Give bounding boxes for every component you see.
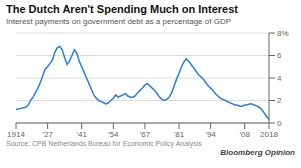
svg-text:'94: '94 (205, 130, 216, 139)
svg-text:0: 0 (277, 119, 282, 128)
svg-text:8%: 8% (277, 29, 289, 38)
svg-text:4: 4 (277, 74, 282, 83)
svg-text:'81: '81 (174, 130, 185, 139)
svg-text:'54: '54 (108, 130, 119, 139)
svg-text:'41: '41 (76, 130, 87, 139)
html-text:Bloomberg Opinion: Bloomberg Opinion (220, 148, 295, 157)
html-text:Interest payments on governmen: Interest payments on government debt as … (6, 17, 231, 26)
svg-text:1914: 1914 (8, 130, 25, 139)
html-text:The Dutch Aren't Spending Much: The Dutch Aren't Spending Much on Intere… (6, 3, 238, 15)
svg-text:2: 2 (277, 96, 282, 105)
svg-text:6: 6 (277, 51, 282, 60)
svg-text:'67: '67 (140, 130, 151, 139)
svg-text:'27: '27 (42, 130, 53, 139)
html-text:Source: CPB Netherlands Bureau: Source: CPB Netherlands Bureau for Econo… (6, 140, 202, 147)
svg-text:2018: 2018 (260, 130, 278, 139)
svg-text:'08: '08 (239, 130, 250, 139)
